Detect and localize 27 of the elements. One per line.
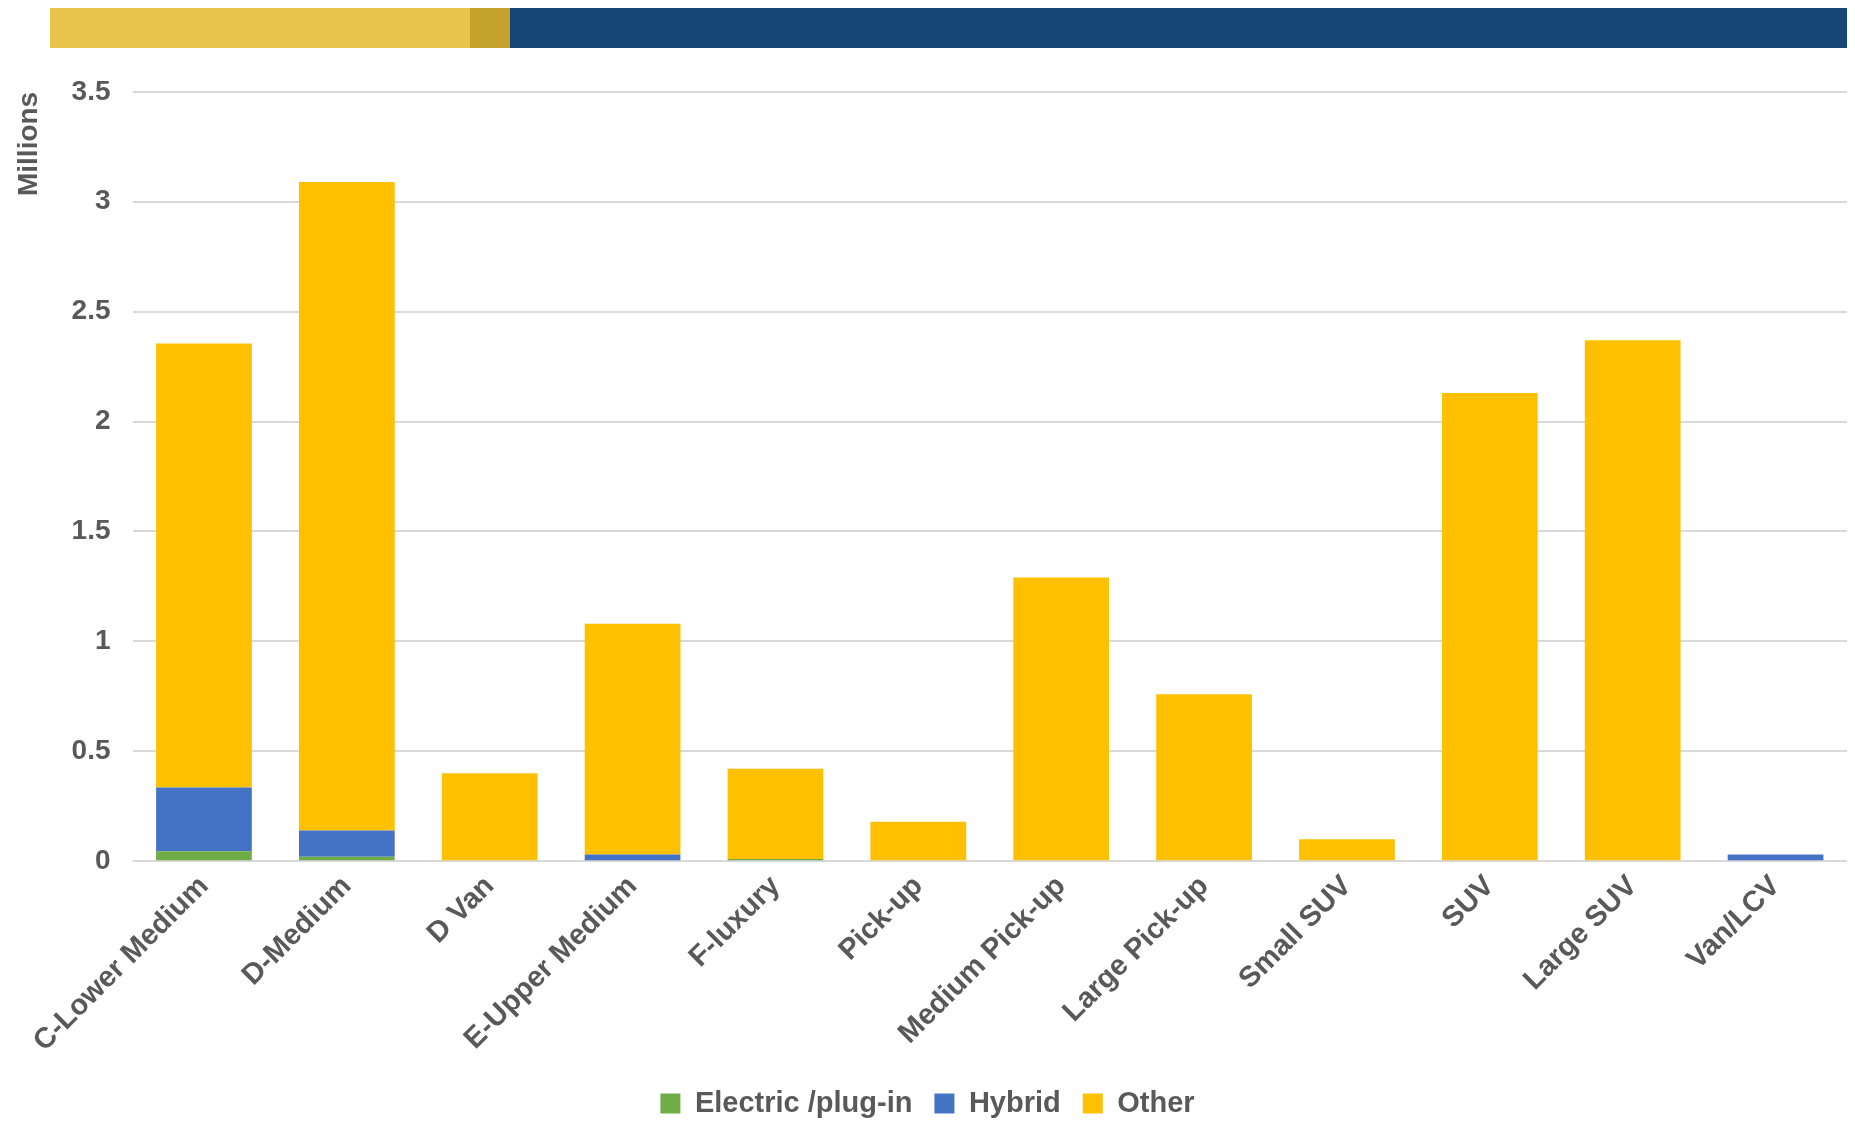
bar bbox=[870, 821, 967, 861]
bar bbox=[1584, 340, 1681, 861]
bar bbox=[1299, 839, 1395, 861]
bar bbox=[298, 181, 395, 831]
y-tick-label: 0 bbox=[94, 843, 111, 875]
y-tick-label: 2 bbox=[94, 404, 111, 436]
bar bbox=[441, 773, 538, 861]
bar bbox=[1156, 694, 1252, 861]
bar bbox=[298, 830, 395, 857]
y-tick-label: 3.5 bbox=[71, 74, 111, 106]
bar bbox=[727, 768, 824, 859]
bar bbox=[156, 851, 252, 861]
bar bbox=[156, 787, 252, 852]
bar bbox=[1441, 392, 1538, 861]
legend-label: Hybrid bbox=[968, 1085, 1061, 1118]
y-tick-label: 1 bbox=[94, 624, 111, 656]
bar bbox=[156, 343, 252, 788]
y-tick-label: 1.5 bbox=[71, 514, 111, 546]
y-tick-label: 2.5 bbox=[71, 294, 111, 326]
legend-label: Other bbox=[1117, 1085, 1195, 1118]
legend-label: Electric /plug-in bbox=[694, 1085, 913, 1118]
y-axis-title: Millions bbox=[11, 91, 43, 197]
x-tick-label: D Van bbox=[419, 868, 500, 949]
bar bbox=[1013, 577, 1110, 861]
y-tick-label: 3 bbox=[94, 184, 111, 216]
y-tick-label: 0.5 bbox=[71, 734, 111, 766]
bar bbox=[584, 623, 681, 855]
